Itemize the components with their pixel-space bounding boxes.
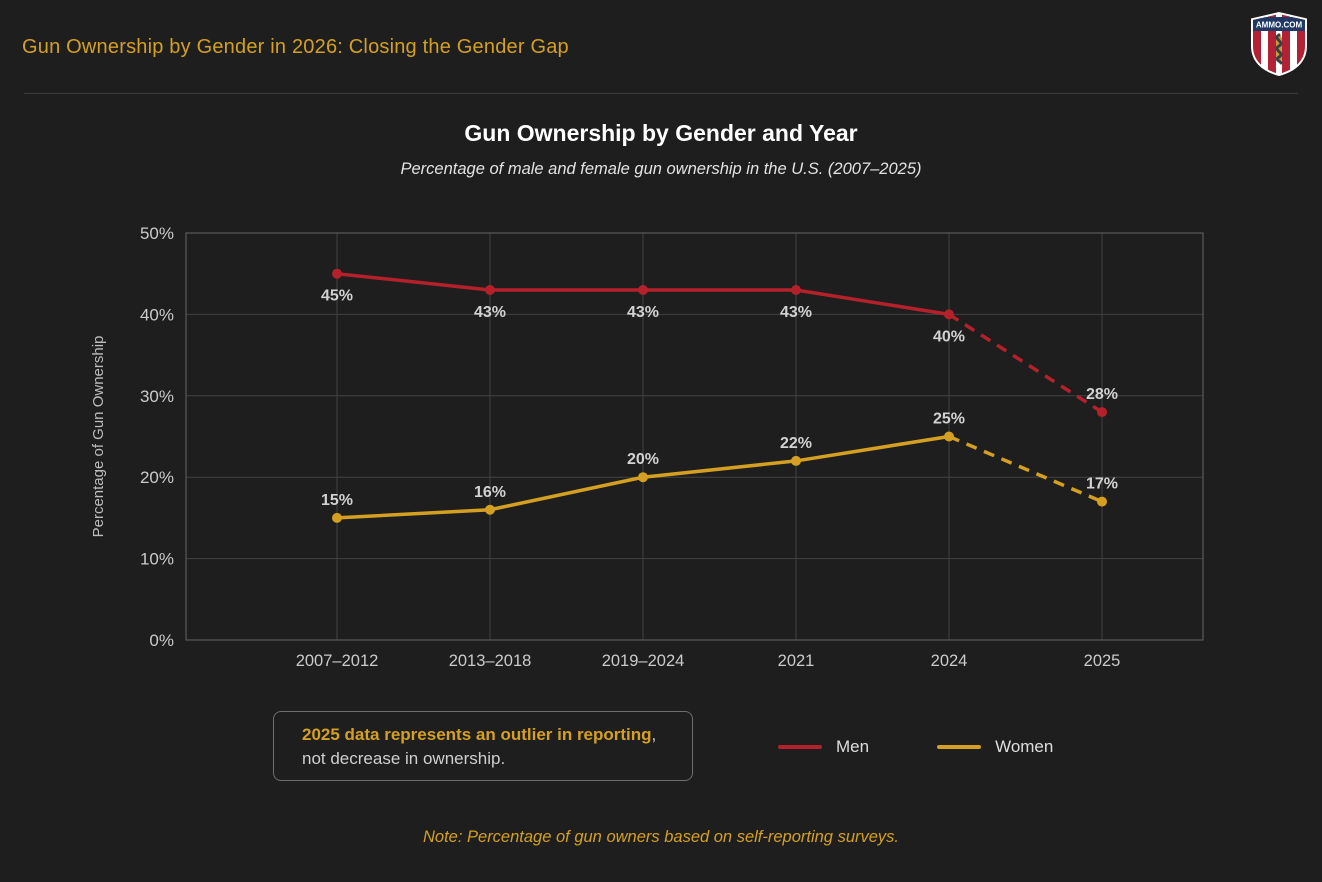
data-point-women-2	[638, 472, 648, 483]
data-point-men-1	[485, 284, 495, 295]
legend-item-women: Women	[937, 737, 1053, 757]
y-tick-label: 20%	[140, 468, 174, 487]
data-label-women-1: 16%	[474, 484, 506, 501]
data-point-women-0	[332, 512, 342, 523]
data-label-men-2: 43%	[627, 304, 659, 321]
note-separator: ,	[651, 725, 657, 744]
header-divider	[24, 93, 1298, 94]
y-tick-label: 40%	[140, 305, 174, 324]
x-tick-label: 2013–2018	[449, 652, 532, 670]
snake-icon	[1275, 33, 1283, 65]
data-point-women-5	[1097, 496, 1107, 507]
legend-label: Men	[836, 737, 870, 756]
data-point-women-4	[944, 431, 954, 442]
data-point-women-1	[485, 504, 495, 515]
x-tick-label: 2025	[1084, 652, 1121, 670]
chart-title: Gun Ownership by Gender and Year	[464, 120, 858, 146]
data-label-men-4: 40%	[933, 328, 965, 345]
data-point-men-2	[638, 284, 648, 295]
series-dashed-line-men	[948, 312, 1103, 414]
data-label-women-5: 17%	[1086, 476, 1118, 493]
legend-swatch-men	[778, 744, 822, 750]
note-line2: not decrease in ownership.	[302, 749, 506, 768]
note-highlight: 2025 data represents an outlier in repor…	[302, 725, 652, 744]
data-point-women-3	[791, 455, 801, 466]
legend-item-men: Men	[778, 737, 869, 757]
data-label-men-3: 43%	[780, 304, 812, 321]
data-label-men-1: 43%	[474, 304, 506, 321]
data-label-women-3: 22%	[780, 435, 812, 452]
chart-legend: Men Women	[778, 737, 1053, 757]
logo-text: AMMO.COM	[1256, 21, 1303, 30]
data-label-women-4: 25%	[933, 411, 965, 428]
data-label-women-2: 20%	[627, 451, 659, 468]
footer-note: Note: Percentage of gun owners based on …	[422, 828, 900, 846]
x-tick-label: 2021	[778, 652, 815, 670]
y-tick-label: 10%	[140, 550, 174, 569]
plot-border	[185, 232, 1204, 641]
legend-label: Women	[995, 737, 1054, 756]
logo-banner	[1253, 17, 1305, 31]
data-point-men-0	[332, 268, 342, 279]
outlier-note-box: 2025 data represents an outlier in repor…	[273, 711, 693, 781]
y-tick-label: 0%	[149, 631, 174, 650]
star-icon	[1275, 64, 1283, 71]
chart-subtitle: Percentage of male and female gun owners…	[400, 160, 922, 178]
ammo-com-logo[interactable]: AMMO.COM	[1248, 11, 1310, 77]
x-tick-label: 2007–2012	[296, 652, 379, 670]
data-label-women-0: 15%	[321, 492, 353, 509]
y-tick-label: 30%	[140, 387, 174, 406]
page-title: Gun Ownership by Gender in 2026: Closing…	[22, 36, 569, 58]
x-tick-label: 2019–2024	[602, 652, 685, 670]
x-tick-label: 2024	[931, 652, 968, 670]
legend-swatch-women	[937, 744, 982, 750]
y-tick-label: 50%	[140, 224, 174, 243]
data-label-men-5: 28%	[1086, 386, 1118, 403]
series-dashed-line-women	[948, 434, 1103, 504]
data-point-men-5	[1097, 407, 1107, 418]
y-axis-title: Percentage of Gun Ownership	[90, 336, 107, 538]
data-point-men-4	[944, 309, 954, 320]
data-point-men-3	[791, 284, 801, 295]
data-label-men-0: 45%	[321, 288, 353, 305]
